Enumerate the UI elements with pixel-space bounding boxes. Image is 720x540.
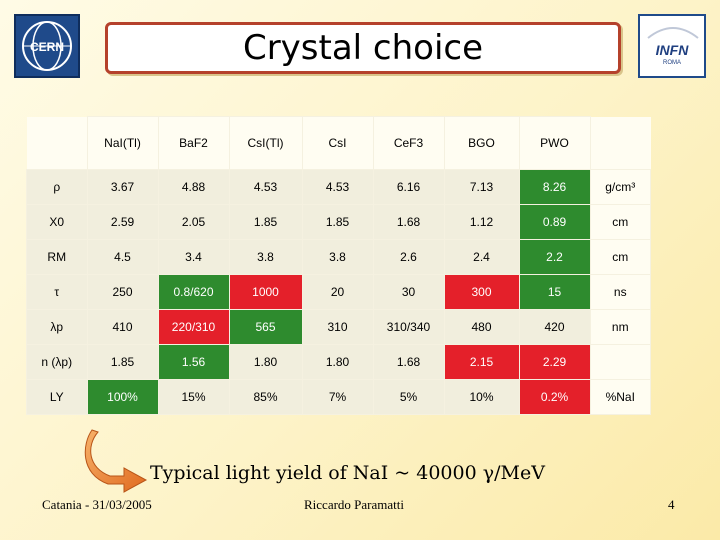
table-cell: 4.53: [228, 169, 303, 205]
table-cell: 410: [86, 309, 159, 345]
row-unit: ns: [589, 274, 651, 310]
table-cell: 2.2: [518, 239, 591, 275]
table-cell: 1.85: [86, 344, 159, 380]
row-label: ρ: [26, 169, 88, 205]
table-cell: 3.8: [301, 239, 374, 275]
row-unit: %NaI: [589, 379, 651, 415]
table-cell: 0.2%: [518, 379, 591, 415]
table-cell: 85%: [228, 379, 303, 415]
table-cell: 2.59: [86, 204, 159, 240]
infn-logo-sub: ROMA: [663, 60, 681, 66]
table-cell: 480: [443, 309, 520, 345]
table-cell: 2.05: [157, 204, 230, 240]
infn-logo-text: INFN: [655, 42, 689, 58]
table-row: LY 100% 15% 85% 7% 5% 10% 0.2% %NaI: [26, 379, 651, 415]
column-header: BGO: [443, 116, 520, 170]
table-row: λp 410 220/310 565 310 310/340 480 420 nm: [26, 309, 651, 345]
table-cell: 4.88: [157, 169, 230, 205]
table-cell: 2.6: [372, 239, 445, 275]
row-label: λp: [26, 309, 88, 345]
table-row: ρ 3.67 4.88 4.53 4.53 6.16 7.13 8.26 g/cm³: [26, 169, 651, 205]
table-cell: 30: [372, 274, 445, 310]
table-cell: 4.53: [301, 169, 374, 205]
column-header: PWO: [518, 116, 591, 170]
footer-author: Riccardo Paramatti: [304, 497, 404, 512]
row-unit: g/cm³: [589, 169, 651, 205]
row-label: X0: [26, 204, 88, 240]
footer-date: Catania - 31/03/2005: [42, 497, 152, 512]
table-cell: 2.15: [443, 344, 520, 380]
table-cell: 5%: [372, 379, 445, 415]
row-label: LY: [26, 379, 88, 415]
row-label: τ: [26, 274, 88, 310]
table-cell: 7.13: [443, 169, 520, 205]
column-header: CeF3: [372, 116, 445, 170]
table-cell: 1.85: [301, 204, 374, 240]
table-cell: 15%: [157, 379, 230, 415]
page-title: Crystal choice: [105, 22, 621, 74]
table-cell: 100%: [86, 379, 159, 415]
header-corner: [26, 116, 87, 170]
light-yield-note: Typical light yield of NaI ~ 40000 γ/MeV: [150, 462, 545, 484]
table-cell: 1.56: [157, 344, 230, 380]
row-unit: nm: [589, 309, 651, 345]
table-cell: 1.80: [228, 344, 303, 380]
cern-logo-text: CERN: [29, 40, 64, 54]
table-row: X0 2.59 2.05 1.85 1.85 1.68 1.12 0.89 cm: [26, 204, 651, 240]
table-cell: 0.89: [518, 204, 591, 240]
page-number: 4: [668, 497, 675, 512]
table-row: n (λp) 1.85 1.56 1.80 1.80 1.68 2.15 2.29: [26, 344, 651, 380]
infn-logo-icon: [647, 27, 699, 39]
table-cell: 1.68: [372, 344, 445, 380]
table-cell: 1.85: [228, 204, 303, 240]
table-cell: 0.8/620: [157, 274, 230, 310]
table-cell: 6.16: [372, 169, 445, 205]
table-cell: 10%: [443, 379, 520, 415]
table-cell: 1.68: [372, 204, 445, 240]
table-cell: 3.4: [157, 239, 230, 275]
row-unit: [589, 344, 651, 380]
table-row: τ 250 0.8/620 1000 20 30 300 15 ns: [26, 274, 651, 310]
row-unit: cm: [589, 204, 651, 240]
table-cell: 565: [228, 309, 303, 345]
table-cell: 3.8: [228, 239, 303, 275]
column-header: CsI(Tl): [228, 116, 303, 170]
table-cell: 300: [443, 274, 520, 310]
table-cell: 2.29: [518, 344, 591, 380]
table-row: RM 4.5 3.4 3.8 3.8 2.6 2.4 2.2 cm: [26, 239, 651, 275]
table-cell: 1.12: [443, 204, 520, 240]
table-cell: 8.26: [518, 169, 591, 205]
column-header: NaI(Tl): [86, 116, 159, 170]
row-label: RM: [26, 239, 88, 275]
table-cell: 4.5: [86, 239, 159, 275]
crystal-table: NaI(Tl) BaF2 CsI(Tl) CsI CeF3 BGO PWO ρ 3.67 4.88…: [26, 116, 651, 415]
column-header: BaF2: [157, 116, 230, 170]
header-unit-blank: [590, 116, 651, 170]
cern-logo: CERN: [14, 14, 80, 78]
infn-logo: INFN ROMA: [638, 14, 706, 78]
curved-arrow-icon: [84, 429, 148, 493]
table-cell: 7%: [301, 379, 374, 415]
table-cell: 1000: [228, 274, 303, 310]
cern-logo-icon: [22, 21, 72, 71]
table-cell: 20: [301, 274, 374, 310]
row-label: n (λp): [26, 344, 88, 380]
table-cell: 220/310: [157, 309, 230, 345]
table-cell: 15: [518, 274, 591, 310]
column-header: CsI: [301, 116, 374, 170]
table-cell: 420: [518, 309, 591, 345]
table-cell: 2.4: [443, 239, 520, 275]
table-cell: 3.67: [86, 169, 159, 205]
row-unit: cm: [589, 239, 651, 275]
table-cell: 250: [86, 274, 159, 310]
table-cell: 1.80: [301, 344, 374, 380]
table-cell: 310: [301, 309, 374, 345]
table-cell: 310/340: [372, 309, 445, 345]
